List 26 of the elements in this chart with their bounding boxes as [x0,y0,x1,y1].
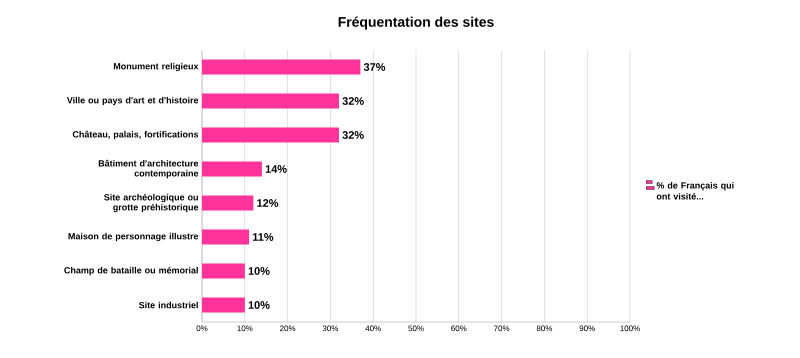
data-label: 14% [266,165,287,173]
chart-title: Fréquentation des sites [338,16,494,30]
data-label: 10% [248,267,270,275]
data-label: 10% [248,301,270,309]
bar [202,162,262,177]
data-label: 32% [342,97,364,105]
legend-label: % de Français qui ont visité... [656,182,734,200]
bar [202,298,245,313]
y-tick-label: Ville ou pays d'art et d'histoire [66,96,198,106]
y-tick-label: Maison de personnage illustre [68,232,198,242]
bar [202,60,360,75]
bar [202,94,339,109]
data-label: 11% [252,233,274,241]
y-tick-label: Site industriel [138,302,198,308]
bar [202,196,254,211]
data-label: 12% [257,199,278,207]
y-tick-label: Château, palais, fortifications [72,130,198,140]
y-tick-label: Bâtiment d'architecture contemporaine [98,160,198,178]
y-tick-label: Monument religieux [114,62,198,72]
y-tick-label: Champ de bataille ou mémorial [64,266,198,276]
y-tick-label: Site archéologique ou grotte préhistorique [104,194,198,212]
bar [202,128,339,143]
bar [202,264,245,279]
data-label: 37% [364,63,386,71]
data-label: 32% [342,131,364,139]
bar [202,230,250,245]
